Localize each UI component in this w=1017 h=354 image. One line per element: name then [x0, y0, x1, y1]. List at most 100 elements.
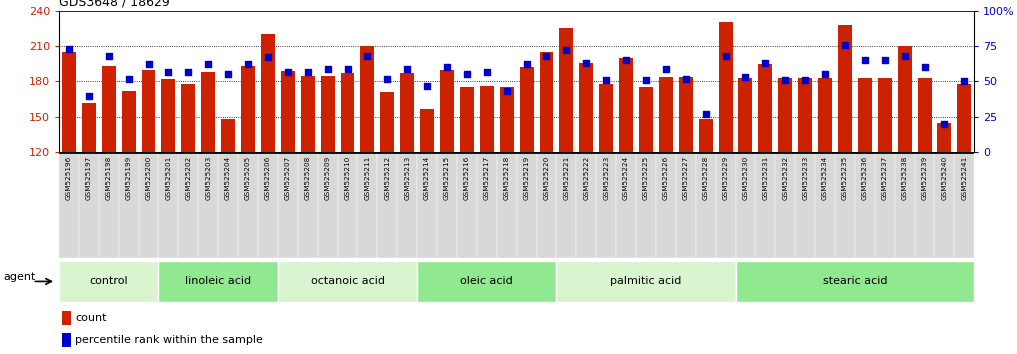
Bar [738, 78, 753, 152]
Bar [636, 152, 656, 258]
Point [737, 74, 754, 80]
FancyBboxPatch shape [59, 261, 159, 302]
Text: GDS3648 / 18629: GDS3648 / 18629 [59, 0, 170, 8]
Bar [858, 78, 872, 152]
Point [538, 53, 554, 59]
Bar [437, 152, 457, 258]
Bar [815, 152, 835, 258]
Point [498, 88, 515, 94]
Bar [360, 46, 374, 152]
Text: GSM525206: GSM525206 [264, 155, 271, 200]
Bar [656, 152, 676, 258]
Point [280, 69, 296, 74]
Text: linoleic acid: linoleic acid [185, 276, 251, 286]
Text: GSM525202: GSM525202 [185, 155, 191, 200]
Bar [778, 78, 792, 152]
Point [817, 72, 833, 77]
Point [877, 57, 893, 63]
Text: GSM525208: GSM525208 [305, 155, 311, 200]
Bar [477, 152, 496, 258]
Bar [855, 152, 875, 258]
Bar [719, 22, 732, 152]
Bar [756, 152, 775, 258]
Text: GSM525238: GSM525238 [902, 155, 907, 200]
Point [956, 79, 972, 84]
Text: count: count [75, 313, 107, 323]
Text: GSM525215: GSM525215 [444, 155, 450, 200]
Bar [301, 75, 314, 152]
Point [200, 62, 217, 67]
Text: GSM525204: GSM525204 [225, 155, 231, 200]
Point [101, 53, 117, 59]
Bar [878, 78, 892, 152]
FancyBboxPatch shape [735, 261, 974, 302]
Bar [278, 152, 298, 258]
Point [519, 62, 535, 67]
Bar [639, 87, 653, 152]
Bar [935, 152, 954, 258]
FancyBboxPatch shape [159, 261, 278, 302]
Point [658, 66, 674, 72]
Point [379, 76, 396, 81]
Bar [835, 152, 855, 258]
Bar [317, 152, 338, 258]
Point [220, 72, 236, 77]
Bar [520, 67, 534, 152]
Text: GSM525199: GSM525199 [126, 155, 131, 200]
Point [340, 66, 356, 72]
Point [161, 69, 177, 74]
Point [698, 111, 714, 117]
Text: GSM525236: GSM525236 [861, 155, 868, 200]
Point [856, 57, 873, 63]
Text: GSM525216: GSM525216 [464, 155, 470, 200]
Point [399, 66, 415, 72]
Bar [735, 152, 756, 258]
Point [717, 53, 733, 59]
Bar [759, 64, 772, 152]
Text: GSM525210: GSM525210 [345, 155, 351, 200]
Bar [119, 152, 138, 258]
Text: GSM525224: GSM525224 [623, 155, 630, 200]
Text: GSM525223: GSM525223 [603, 155, 609, 200]
Bar [496, 152, 517, 258]
Bar [417, 152, 437, 258]
Bar [420, 109, 434, 152]
Bar [181, 84, 195, 152]
Bar [457, 152, 477, 258]
Bar [696, 152, 716, 258]
Bar [795, 152, 815, 258]
Bar [938, 123, 952, 152]
Point [777, 77, 793, 83]
Bar [261, 34, 275, 152]
Text: stearic acid: stearic acid [823, 276, 887, 286]
Point [758, 60, 774, 66]
Bar [338, 152, 357, 258]
Bar [320, 75, 335, 152]
Point [419, 83, 435, 88]
Bar [540, 52, 553, 152]
Point [837, 42, 853, 47]
Bar [380, 92, 395, 152]
Bar [957, 84, 971, 152]
Bar [357, 152, 377, 258]
Point [558, 47, 575, 53]
Bar [580, 63, 593, 152]
Text: percentile rank within the sample: percentile rank within the sample [75, 335, 263, 345]
Bar [159, 152, 178, 258]
Bar [619, 58, 633, 152]
Text: GSM525201: GSM525201 [166, 155, 172, 200]
Bar [401, 73, 414, 152]
Bar [141, 70, 156, 152]
Bar [898, 46, 911, 152]
Bar [954, 152, 974, 258]
Point [61, 46, 77, 52]
Bar [678, 77, 693, 152]
Text: GSM525227: GSM525227 [682, 155, 689, 200]
Text: GSM525197: GSM525197 [85, 155, 92, 200]
Bar [102, 66, 116, 152]
Bar [82, 103, 96, 152]
Bar [716, 152, 735, 258]
Text: GSM525219: GSM525219 [524, 155, 530, 200]
Text: octanoic acid: octanoic acid [310, 276, 384, 286]
Bar [559, 28, 574, 152]
